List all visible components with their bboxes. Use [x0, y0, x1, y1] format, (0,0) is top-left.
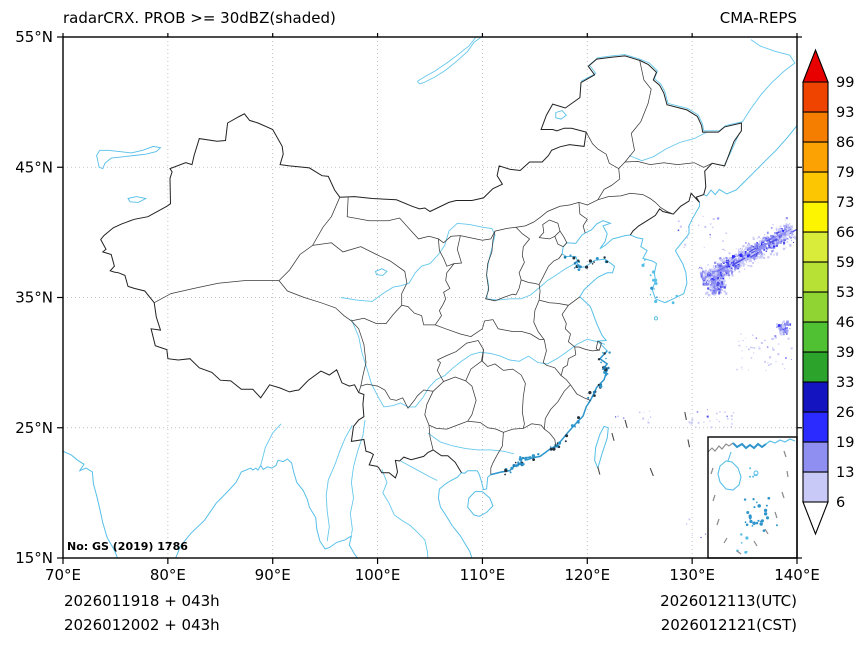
model-name: CMA-REPS [719, 9, 797, 27]
svg-text:59: 59 [836, 255, 854, 271]
chart-title: radarCRX. PROB >= 30dBZ(shaded) [63, 9, 336, 27]
svg-text:80°E: 80°E [150, 566, 186, 584]
china-boundaries [100, 55, 742, 479]
svg-text:140°E: 140°E [774, 566, 820, 584]
svg-text:13: 13 [836, 465, 854, 481]
south-china-sea-inset [707, 436, 798, 559]
svg-text:110°E: 110°E [460, 566, 506, 584]
svg-text:66: 66 [836, 225, 854, 241]
svg-text:26: 26 [836, 405, 854, 421]
svg-text:90°E: 90°E [255, 566, 291, 584]
svg-text:79: 79 [836, 165, 854, 181]
colorbar-over-arrow [802, 48, 829, 83]
svg-text:100°E: 100°E [355, 566, 401, 584]
valid-time-utc: 2026012113(UTC) [660, 592, 797, 610]
svg-text:19: 19 [836, 435, 854, 451]
coastlines-and-rivers [63, 37, 797, 558]
svg-text:130°E: 130°E [669, 566, 715, 584]
svg-text:53: 53 [836, 285, 854, 301]
radar-probability-shading [615, 215, 797, 539]
svg-text:70°E: 70°E [45, 566, 81, 584]
init-time-cst: 2026012002 + 043h [64, 616, 220, 634]
svg-text:33: 33 [836, 375, 854, 391]
svg-text:99: 99 [836, 75, 854, 91]
svg-text:55°N: 55°N [15, 28, 53, 46]
init-time-utc: 2026011918 + 043h [64, 592, 220, 610]
x-axis-tick-labels: 70°E 80°E 90°E 100°E 110°E 120°E 130°E 140°E [45, 566, 820, 584]
svg-text:45°N: 45°N [15, 158, 53, 176]
svg-text:93: 93 [836, 105, 854, 121]
y-axis-tick-labels: 55°N 45°N 35°N 25°N 15°N [15, 28, 53, 567]
svg-text:46: 46 [836, 315, 854, 331]
svg-text:35°N: 35°N [15, 289, 53, 307]
colorbar-tick-labels: 6 13 19 26 33 39 46 53 59 66 73 79 86 93 99 [836, 75, 854, 511]
svg-text:120°E: 120°E [564, 566, 610, 584]
coastal-island-dots [501, 254, 678, 476]
svg-text:25°N: 25°N [15, 419, 53, 437]
svg-text:15°N: 15°N [15, 549, 53, 567]
svg-text:86: 86 [836, 135, 854, 151]
map-license-note: No: GS (2019) 1786 [67, 540, 188, 553]
svg-text:39: 39 [836, 345, 854, 361]
svg-text:73: 73 [836, 195, 854, 211]
svg-text:6: 6 [836, 495, 845, 511]
colorbar: 6 13 19 26 33 39 46 53 59 66 73 79 86 93 99 [802, 48, 854, 536]
valid-time-cst: 2026012121(CST) [660, 616, 797, 634]
axis-ticks [57, 33, 802, 564]
